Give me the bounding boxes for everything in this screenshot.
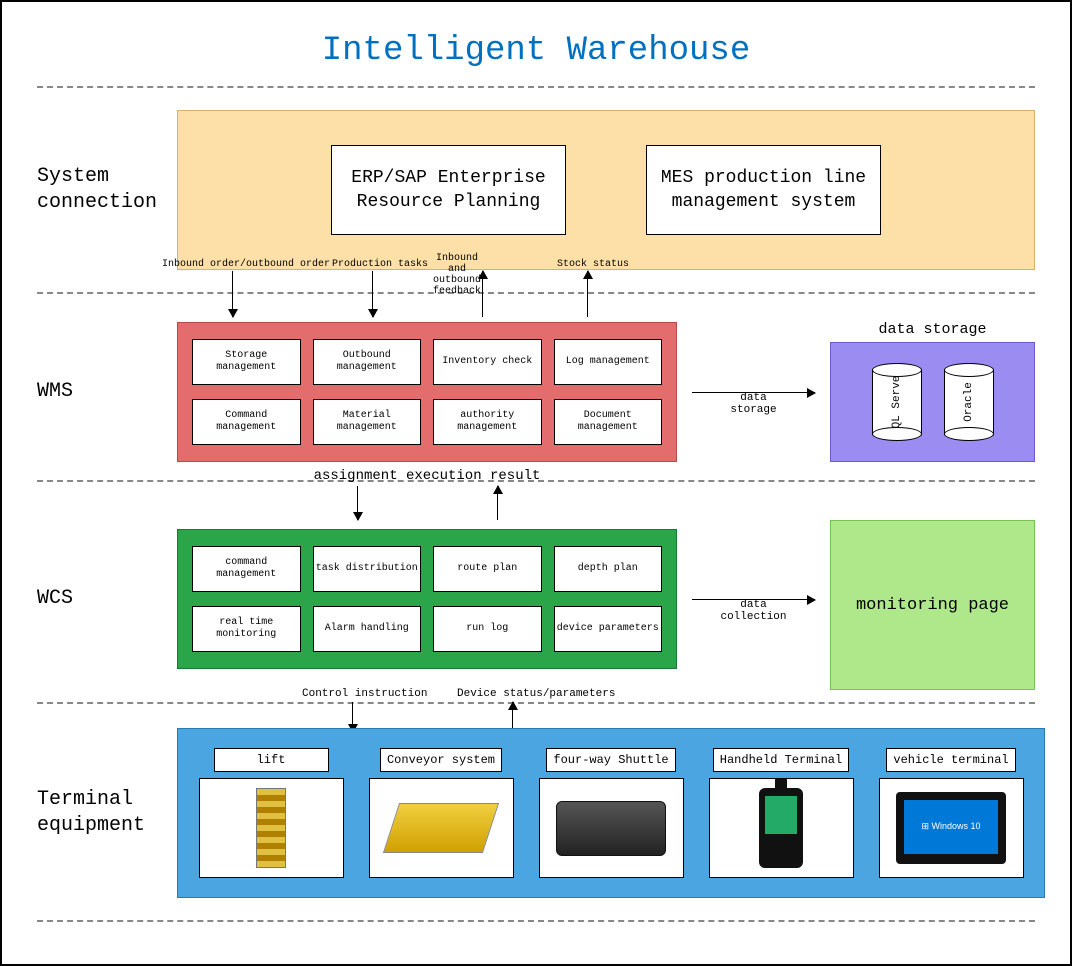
- arrow-label: Production tasks: [332, 259, 428, 270]
- page-title: Intelligent Warehouse: [37, 32, 1035, 70]
- db-oracle-icon: Oracle: [944, 363, 994, 441]
- arrow-label: Stock status: [557, 259, 629, 270]
- terminal-item-handheld: Handheld Terminal: [696, 748, 866, 878]
- lift-icon: [199, 778, 344, 878]
- arrow-label: Inbound order/outbound order: [162, 259, 330, 270]
- terminal-label: Conveyor system: [380, 748, 502, 772]
- label-wcs: WCS: [37, 586, 177, 612]
- db-sqlserver-icon: SQL Server: [872, 363, 922, 441]
- between-label: assignment execution result: [314, 468, 541, 484]
- data-storage-box: data storage SQL Server Oracle: [830, 342, 1035, 462]
- arrow-label: Control instruction: [302, 688, 427, 700]
- label-terminal: Terminal equipment: [37, 787, 177, 839]
- diagram-frame: Intelligent Warehouse System connection …: [0, 0, 1072, 966]
- conveyor-icon: [369, 778, 514, 878]
- link-label: data storage: [715, 392, 792, 416]
- terminal-label: lift: [214, 748, 329, 772]
- card-mes: MES production line management system: [646, 145, 881, 235]
- monitoring-page-box: monitoring page: [830, 520, 1035, 690]
- vehicle-terminal-icon: [879, 778, 1024, 878]
- wms-module: Outbound management: [313, 339, 422, 385]
- terminal-label: vehicle terminal: [886, 748, 1015, 772]
- terminal-box: lift Conveyor system four-way Shuttle Ha…: [177, 728, 1045, 898]
- wms-box: Storage management Outbound management I…: [177, 322, 677, 462]
- arrow-label: Inbound and outbound feedback: [432, 253, 482, 297]
- wms-module: Document management: [554, 399, 663, 445]
- card-erp-sap: ERP/SAP Enterprise Resource Planning: [331, 145, 566, 235]
- wms-module: Command management: [192, 399, 301, 445]
- wms-module: Material management: [313, 399, 422, 445]
- wcs-module: route plan: [433, 546, 542, 592]
- terminal-item-conveyor: Conveyor system: [356, 748, 526, 878]
- terminal-item-shuttle: four-way Shuttle: [526, 748, 696, 878]
- terminal-label: four-way Shuttle: [546, 748, 675, 772]
- row-terminal: Terminal equipment lift Conveyor system …: [37, 710, 1035, 916]
- terminal-item-vehicle: vehicle terminal: [866, 748, 1036, 878]
- arrow-label: Device status/parameters: [457, 688, 615, 700]
- wms-module: Storage management: [192, 339, 301, 385]
- wcs-box: command management task distribution rou…: [177, 529, 677, 669]
- wcs-module: depth plan: [554, 546, 663, 592]
- system-connection-box: ERP/SAP Enterprise Resource Planning MES…: [177, 110, 1035, 270]
- handheld-icon: [709, 778, 854, 878]
- wcs-module: device parameters: [554, 606, 663, 652]
- wcs-module: Alarm handling: [313, 606, 422, 652]
- storage-title: data storage: [831, 321, 1034, 338]
- wcs-module: command management: [192, 546, 301, 592]
- wms-module: Inventory check: [433, 339, 542, 385]
- divider: [37, 920, 1035, 922]
- label-wms: WMS: [37, 379, 177, 405]
- wms-module: Log management: [554, 339, 663, 385]
- wms-module: authority management: [433, 399, 542, 445]
- terminal-label: Handheld Terminal: [713, 748, 849, 772]
- terminal-item-lift: lift: [186, 748, 356, 878]
- wcs-module: real time monitoring: [192, 606, 301, 652]
- wcs-module: run log: [433, 606, 542, 652]
- arrows-sys-wms: Inbound order/outbound order Production …: [177, 257, 737, 317]
- label-system-connection: System connection: [37, 164, 177, 216]
- link-label: data collection: [715, 599, 792, 623]
- monitoring-label: monitoring page: [856, 596, 1009, 615]
- shuttle-icon: [539, 778, 684, 878]
- wcs-module: task distribution: [313, 546, 422, 592]
